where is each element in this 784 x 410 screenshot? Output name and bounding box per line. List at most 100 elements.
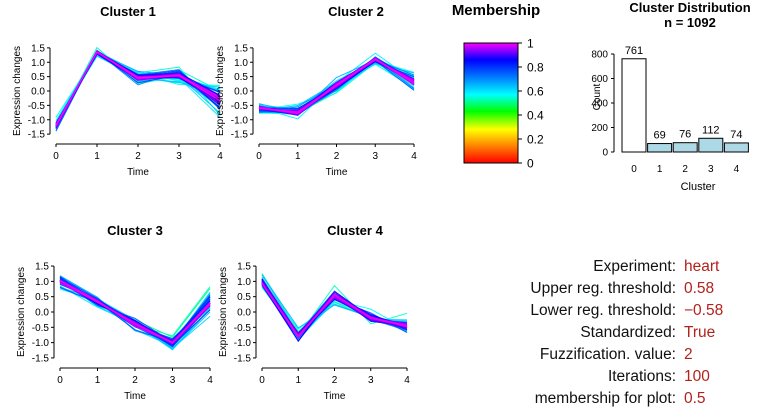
y-tick-label: -1.0	[32, 338, 50, 349]
x-tick-label: 3	[176, 151, 182, 162]
y-tick-label: 0.5	[31, 72, 45, 83]
distribution-x-tick-label: 2	[682, 164, 688, 175]
y-tick-label: 0.0	[31, 87, 45, 98]
distribution-title: Cluster Distribution	[629, 0, 750, 15]
distribution-bar-value: 112	[702, 124, 720, 136]
x-tick-label: 4	[411, 151, 417, 162]
profile-lines	[261, 273, 408, 342]
param-value: 0.5	[684, 390, 706, 407]
y-tick-label: 0.0	[237, 308, 251, 319]
x-tick-label: 1	[95, 375, 101, 386]
y-tick-label: 0.5	[234, 72, 248, 83]
x-tick-label: 0	[53, 151, 59, 162]
y-tick-label: 1.0	[234, 58, 248, 69]
membership-tick-label: 0.4	[527, 109, 544, 123]
param-value: heart	[684, 258, 720, 275]
param-label: Lower reg. threshold:	[530, 302, 676, 319]
y-tick-label: 1.5	[35, 262, 49, 273]
cluster-title: Cluster 4	[327, 223, 383, 238]
param-lower-threshold: Lower reg. threshold: −0.58	[490, 300, 780, 322]
distribution-xlabel: Cluster	[681, 181, 716, 193]
x-tick-label: 1	[295, 375, 301, 386]
distribution-bar-value: 74	[730, 129, 742, 141]
distribution-bar-3	[698, 137, 724, 153]
x-tick-label: 3	[372, 151, 378, 162]
y-axis-label: Expression changes	[215, 46, 226, 136]
cluster-panel-3: Cluster 3 -1.5 -1.0 -0.5 0.0 0.5 1.0 1.5 0 1 2 3 4 Ti…	[16, 223, 213, 402]
distribution-bar-4	[723, 142, 749, 153]
distribution-ylabel: Count	[592, 83, 603, 110]
x-tick-label: 0	[259, 375, 265, 386]
param-label: Iterations:	[607, 368, 676, 385]
profile-line	[261, 283, 408, 337]
x-tick-label: 4	[207, 375, 213, 386]
distribution-x-tick-label: 4	[734, 164, 740, 175]
x-tick-label: 4	[404, 375, 410, 386]
x-tick-label: 2	[332, 375, 338, 386]
param-membership: membership for plot: 0.5	[490, 388, 780, 410]
y-tick-label: -1.5	[32, 353, 50, 364]
y-tick-label: -0.5	[234, 323, 252, 334]
membership-tick-label: 0	[527, 157, 534, 171]
param-value: 2	[684, 346, 693, 363]
param-label: Fuzzification. value:	[539, 346, 676, 363]
profile-line	[55, 51, 221, 126]
profile-line	[55, 55, 221, 124]
y-axis-label: Expression changes	[16, 267, 27, 357]
x-tick-label: 2	[135, 151, 141, 162]
param-standardized: Standardized: True	[490, 322, 780, 344]
distribution-y-tick-label: 800	[591, 50, 608, 61]
y-axis-label: Expression changes	[218, 267, 229, 357]
x-tick-label: 3	[170, 375, 176, 386]
distribution-bar-2	[672, 142, 698, 153]
y-axis-label: Expression changes	[12, 46, 23, 136]
y-tick-label: -1.0	[231, 115, 249, 126]
membership-title: Membership	[452, 2, 540, 19]
distribution-bar-value: 76	[679, 129, 691, 141]
param-value: 0.58	[684, 280, 715, 297]
x-tick-label: 2	[132, 375, 138, 386]
y-tick-label: 0.5	[237, 292, 251, 303]
membership-tick-label: 1	[527, 37, 534, 51]
profile-line	[59, 280, 211, 344]
y-tick-label: 0.0	[234, 87, 248, 98]
param-label: Experiment:	[593, 258, 676, 275]
x-tick-label: 1	[94, 151, 100, 162]
x-axis-label: Time	[127, 167, 149, 178]
distribution-bar-value: 69	[653, 130, 665, 142]
param-label: Standardized:	[580, 324, 676, 341]
y-tick-label: -1.5	[231, 130, 249, 141]
distribution-subtitle: n = 1092	[664, 15, 716, 30]
distribution-y-tick-label: 200	[591, 123, 608, 134]
param-label: Upper reg. threshold:	[530, 280, 676, 297]
profile-lines	[59, 275, 211, 351]
profile-lines	[55, 46, 221, 132]
x-tick-label: 4	[217, 151, 223, 162]
y-tick-label: -1.5	[234, 353, 252, 364]
x-tick-label: 0	[57, 375, 63, 386]
y-tick-label: 1.0	[31, 58, 45, 69]
profile-lines	[258, 52, 415, 120]
distribution-bar-0	[621, 58, 647, 153]
distribution-x-tick-label: 0	[631, 164, 637, 175]
param-value: −0.58	[684, 302, 724, 319]
x-tick-label: 3	[368, 375, 374, 386]
cluster-panel-2: Cluster 2 -1.5 -1.0 -0.5 0.0 0.5 1.0 1.5 0 1 2 3 4 Ti…	[215, 4, 417, 178]
param-value: 100	[684, 368, 710, 385]
profile-line	[55, 50, 221, 128]
distribution-x-tick-label: 3	[708, 164, 714, 175]
profile-line	[258, 58, 415, 115]
membership-colorbar	[463, 42, 519, 164]
x-axis-label: Time	[124, 391, 146, 402]
param-experiment: Experiment: heart	[490, 256, 780, 278]
membership-tick-label: 0.6	[527, 85, 544, 99]
cluster-title: Cluster 1	[100, 4, 156, 19]
x-axis-label: Time	[326, 167, 348, 178]
y-tick-label: 0.0	[35, 308, 49, 319]
y-tick-label: -0.5	[231, 101, 249, 112]
cluster-title: Cluster 2	[328, 4, 384, 19]
distribution-y-tick-label: 0	[602, 148, 608, 159]
y-tick-label: -0.5	[28, 101, 46, 112]
x-tick-label: 1	[295, 151, 301, 162]
